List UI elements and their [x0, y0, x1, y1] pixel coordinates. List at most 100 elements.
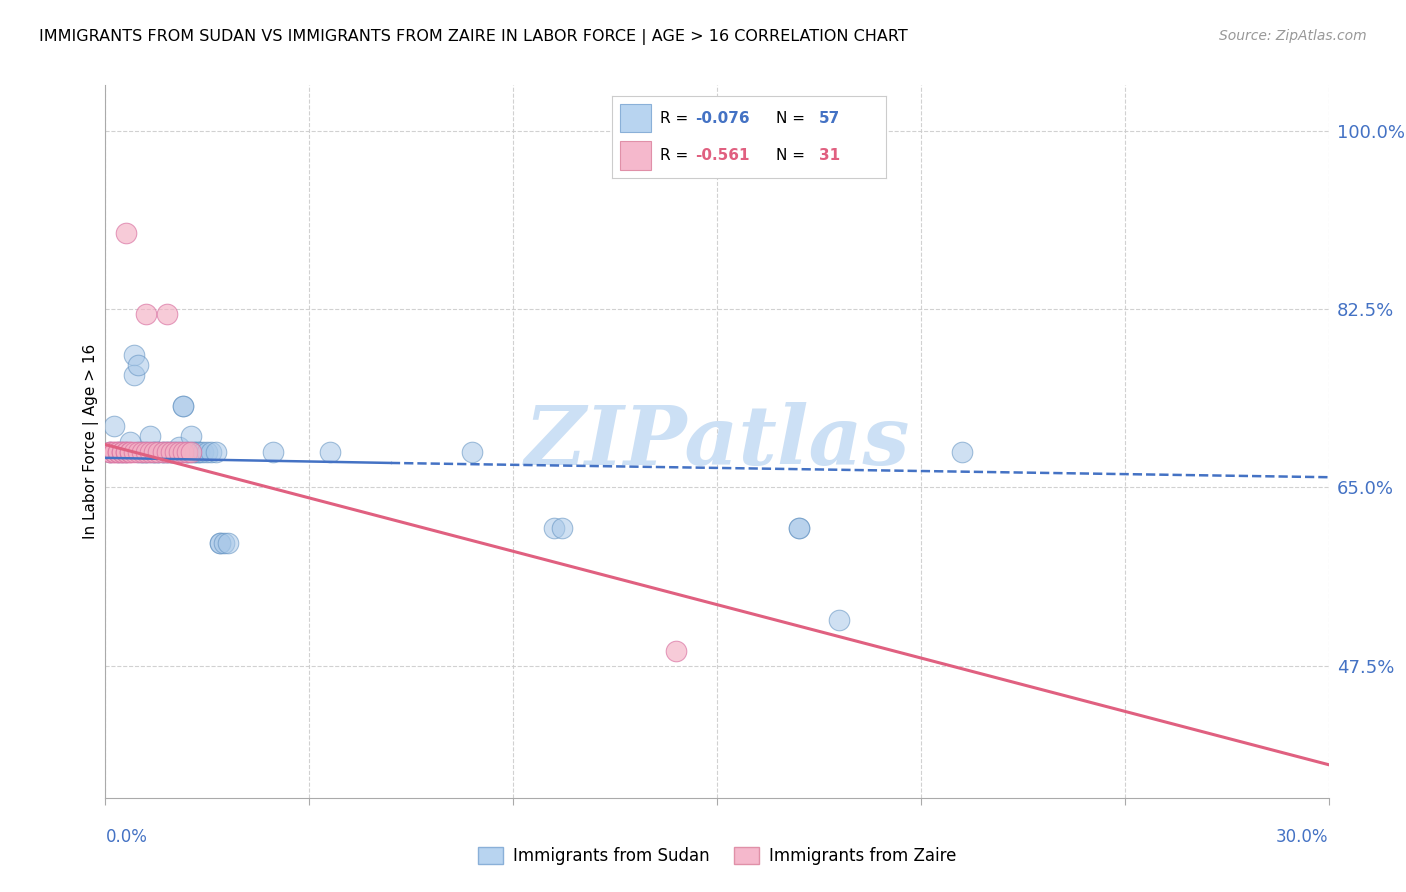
Point — [127, 444, 149, 458]
Text: 57: 57 — [818, 111, 839, 126]
Point — [217, 536, 239, 550]
Point — [143, 444, 166, 458]
Point — [118, 444, 141, 458]
Point — [135, 444, 157, 458]
Text: -0.561: -0.561 — [695, 148, 749, 163]
Text: 31: 31 — [818, 148, 839, 163]
Text: N =: N = — [776, 111, 810, 126]
Point — [127, 358, 149, 372]
Point — [204, 444, 226, 458]
Point — [787, 521, 810, 535]
Point — [131, 444, 153, 458]
Text: N =: N = — [776, 148, 810, 163]
Text: 0.0%: 0.0% — [105, 828, 148, 846]
Point — [787, 521, 810, 535]
Point — [176, 444, 198, 458]
Point — [665, 643, 688, 657]
Point — [143, 444, 166, 458]
Point — [167, 444, 190, 458]
Point — [167, 444, 190, 458]
Point — [461, 444, 484, 458]
Text: R =: R = — [659, 148, 693, 163]
Point — [152, 444, 174, 458]
Point — [148, 444, 170, 458]
Bar — [620, 103, 651, 132]
Point — [172, 444, 194, 458]
Text: -0.076: -0.076 — [695, 111, 749, 126]
Point — [107, 444, 129, 458]
Point — [139, 444, 162, 458]
Point — [184, 444, 207, 458]
Bar — [620, 142, 651, 170]
Point — [176, 444, 198, 458]
Point — [155, 307, 177, 321]
Point — [131, 444, 153, 458]
Point — [107, 444, 129, 458]
Point — [950, 444, 973, 458]
Point — [103, 444, 125, 458]
Point — [115, 444, 138, 458]
Point — [172, 399, 194, 413]
Point — [551, 521, 574, 535]
Y-axis label: In Labor Force | Age > 16: In Labor Force | Age > 16 — [83, 344, 98, 539]
Point — [159, 444, 181, 458]
Point — [208, 536, 231, 550]
Point — [208, 536, 231, 550]
Text: IMMIGRANTS FROM SUDAN VS IMMIGRANTS FROM ZAIRE IN LABOR FORCE | AGE > 16 CORRELA: IMMIGRANTS FROM SUDAN VS IMMIGRANTS FROM… — [39, 29, 908, 45]
Point — [155, 444, 177, 458]
Text: R =: R = — [659, 111, 693, 126]
Point — [111, 444, 134, 458]
Point — [103, 444, 125, 458]
Point — [155, 444, 177, 458]
Point — [152, 444, 174, 458]
Point — [152, 444, 174, 458]
Point — [148, 444, 170, 458]
Point — [167, 440, 190, 454]
Point — [131, 444, 153, 458]
Point — [111, 444, 134, 458]
Point — [200, 444, 222, 458]
Point — [155, 444, 177, 458]
Point — [159, 444, 181, 458]
Point — [180, 429, 202, 443]
Point — [148, 444, 170, 458]
Point — [195, 444, 219, 458]
Point — [98, 444, 121, 458]
Point — [135, 444, 157, 458]
Point — [318, 444, 342, 458]
Point — [828, 613, 851, 627]
Point — [115, 444, 138, 458]
Point — [188, 444, 211, 458]
Point — [188, 444, 211, 458]
Point — [212, 536, 235, 550]
Point — [127, 444, 149, 458]
Point — [180, 444, 202, 458]
Point — [176, 444, 198, 458]
Point — [98, 444, 121, 458]
Point — [193, 444, 215, 458]
Point — [135, 444, 157, 458]
Point — [115, 226, 138, 240]
Point — [139, 429, 162, 443]
Point — [163, 444, 186, 458]
Point — [543, 521, 565, 535]
Point — [122, 348, 145, 362]
Point — [135, 307, 157, 321]
Point — [159, 444, 181, 458]
Point — [118, 444, 141, 458]
Point — [122, 444, 145, 458]
Text: Source: ZipAtlas.com: Source: ZipAtlas.com — [1219, 29, 1367, 43]
Point — [184, 444, 207, 458]
Point — [172, 399, 194, 413]
Text: ZIPatlas: ZIPatlas — [524, 401, 910, 482]
Legend: Immigrants from Sudan, Immigrants from Zaire: Immigrants from Sudan, Immigrants from Z… — [471, 840, 963, 872]
Point — [139, 444, 162, 458]
Point — [163, 444, 186, 458]
Point — [103, 419, 125, 434]
Point — [163, 444, 186, 458]
Point — [111, 444, 134, 458]
Point — [118, 434, 141, 449]
Point — [143, 444, 166, 458]
Point — [122, 368, 145, 383]
Point — [180, 444, 202, 458]
